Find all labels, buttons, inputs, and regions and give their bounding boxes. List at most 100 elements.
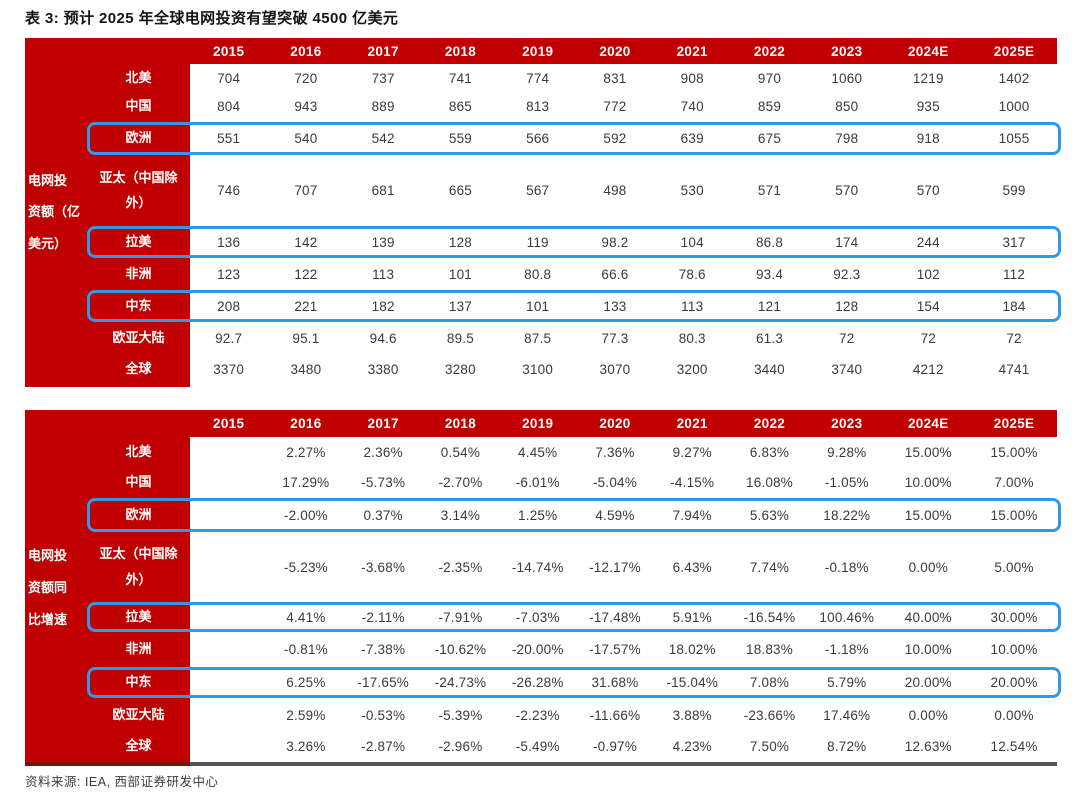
row-label-latin-america: 拉美 xyxy=(125,233,152,249)
cell-africa-2023: 92.3 xyxy=(833,266,861,282)
cell-apac-ex-china-2020: 498 xyxy=(603,183,627,198)
year-header-2015: 2015 xyxy=(213,416,245,431)
cell-latin-america-2015 xyxy=(190,600,267,634)
group-label-investment: 电网投 资额（亿 美元） xyxy=(28,172,81,252)
cell-latin-america-2019: -7.03% xyxy=(515,609,560,625)
cell-china-2024e: 10.00% xyxy=(904,474,952,490)
table-row-apac-ex-china: 亚太（中国除 外） -5.23% -3.68% -2.35% -14.74% -12.17%… xyxy=(25,534,1057,600)
row-label-apac-ex-china: 亚太（中国除 外） xyxy=(99,169,178,210)
table-row-africa: 非洲 -0.81% -7.38% -10.62% -20.00% -17.57% 18.02… xyxy=(25,634,1057,665)
cell-eurasia-2025e: 72 xyxy=(1006,330,1022,346)
cell-china-2017: 889 xyxy=(371,98,395,114)
cell-eurasia-2022: 61.3 xyxy=(755,330,784,346)
row-label-latin-america: 拉美 xyxy=(125,608,152,624)
cell-latin-america-2016: 142 xyxy=(294,234,318,250)
cell-latin-america-2025e: 317 xyxy=(1002,234,1026,250)
cell-apac-ex-china-2019: 567 xyxy=(526,183,550,198)
cell-europe-2020: 592 xyxy=(603,131,627,146)
year-header-2023: 2023 xyxy=(831,416,863,431)
cell-apac-ex-china-2018: -2.35% xyxy=(438,559,483,575)
cell-global-2024e: 12.63% xyxy=(904,738,952,754)
table-row-middle-east: 中东 208 221 182 137 101 133 113 121 128 154 184 xyxy=(25,288,1061,324)
cell-north-america-2016: 2.27% xyxy=(286,445,326,460)
year-header-2020: 2020 xyxy=(599,416,631,431)
group-column-cell xyxy=(25,352,87,387)
year-header-2017: 2017 xyxy=(367,43,399,59)
year-header-2018: 2018 xyxy=(444,43,477,59)
cell-eurasia-2021: 3.88% xyxy=(672,707,712,723)
cell-global-2017: 3380 xyxy=(367,362,399,377)
table-caption: 表 3: 预计 2025 年全球电网投资有望突破 4500 亿美元 xyxy=(25,10,399,27)
table-row-middle-east: 中东 6.25% -17.65% -24.73% -26.28% 31.68% -15.04… xyxy=(25,665,1061,700)
cell-latin-america-2022: -16.54% xyxy=(743,609,796,625)
cell-eurasia-2021: 80.3 xyxy=(678,330,706,346)
cell-africa-2024e: 102 xyxy=(916,266,940,282)
year-header-2021: 2021 xyxy=(676,416,708,431)
row-label-global: 全球 xyxy=(125,737,152,753)
cell-apac-ex-china-2016: 707 xyxy=(294,183,318,198)
cell-middle-east-2023: 5.79% xyxy=(827,675,867,690)
cell-global-2021: 3200 xyxy=(676,362,708,377)
cell-middle-east-2017: -17.65% xyxy=(357,675,409,690)
year-header-2021: 2021 xyxy=(676,43,708,59)
source-note: 资料来源: IEA, 西部证券研发中心 xyxy=(25,775,219,789)
year-header-2019: 2019 xyxy=(522,416,554,431)
cell-china-2025e: 1000 xyxy=(998,98,1030,114)
row-label-north-america: 北美 xyxy=(125,444,152,460)
cell-latin-america-2021: 5.91% xyxy=(672,609,712,625)
cell-global-2020: -0.97% xyxy=(592,738,637,754)
cell-apac-ex-china-2018: 665 xyxy=(448,183,472,198)
cell-china-2020: 772 xyxy=(603,98,627,114)
row-label-europe: 欧洲 xyxy=(125,130,152,146)
table-row-africa: 非洲 123 122 113 101 80.8 66.6 78.6 93.4 92.3 102 112 xyxy=(25,260,1057,288)
cell-latin-america-2024e: 40.00% xyxy=(904,609,952,625)
cell-middle-east-2018: -24.73% xyxy=(434,675,487,690)
table-row-china: 中国 17.29% -5.73% -2.70% -6.01% -5.04% -4.15% 16… xyxy=(25,468,1057,496)
cell-north-america-2015 xyxy=(190,437,267,468)
cell-middle-east-2016: 6.25% xyxy=(286,675,326,690)
cell-middle-east-2020: 133 xyxy=(603,298,627,314)
cell-north-america-2025e: 1402 xyxy=(998,70,1030,86)
year-header-2017: 2017 xyxy=(367,416,399,431)
cell-africa-2021: 18.02% xyxy=(668,642,716,657)
cell-north-america-2023: 9.28% xyxy=(827,445,867,460)
grid-investment-table: 2015 2016 2017 2018 2019 2020 2021 2022 2023 2024… xyxy=(25,38,1061,387)
year-header-2024e: 2024E xyxy=(908,416,949,431)
cell-europe-2021: 639 xyxy=(680,131,704,146)
table-row-europe: 欧洲 551 540 542 559 566 592 639 675 798 918 1055 xyxy=(25,120,1061,157)
table-row-north-america: 北美 2.27% 2.36% 0.54% 4.45% 7.36% 9.27% 6.83% 9.2… xyxy=(25,437,1057,468)
cell-europe-2018: 3.14% xyxy=(440,507,481,523)
cell-global-2022: 3440 xyxy=(754,362,785,377)
cell-latin-america-2015: 136 xyxy=(217,234,241,250)
cell-africa-2016: -0.81% xyxy=(283,642,328,657)
cell-africa-2021: 78.6 xyxy=(678,266,706,282)
cell-eurasia-2023: 17.46% xyxy=(823,707,871,723)
row-label-africa: 非洲 xyxy=(125,641,152,657)
cell-eurasia-2024e: 72 xyxy=(920,330,936,346)
cell-global-2017: -2.87% xyxy=(361,738,406,754)
cell-global-2021: 4.23% xyxy=(672,738,712,754)
cell-apac-ex-china-2021: 6.43% xyxy=(672,559,712,575)
cell-africa-2018: -10.62% xyxy=(434,642,487,657)
cell-north-america-2024e: 1219 xyxy=(912,70,944,86)
cell-global-2023: 3740 xyxy=(831,362,863,377)
cell-latin-america-2019: 119 xyxy=(526,234,549,250)
year-header-row: 2015 2016 2017 2018 2019 2020 2021 2022 2023 2024… xyxy=(25,38,1057,64)
row-label-china: 中国 xyxy=(125,473,152,489)
cell-apac-ex-china-2022: 7.74% xyxy=(749,559,790,575)
row-label-north-america: 北美 xyxy=(125,69,152,85)
cell-eurasia-2020: -11.66% xyxy=(589,707,641,723)
cell-china-2016: 943 xyxy=(294,98,318,114)
cell-europe-2023: 18.22% xyxy=(823,507,871,523)
group-column-cell xyxy=(25,260,87,288)
cell-eurasia-2025e: 0.00% xyxy=(994,707,1034,723)
table-row-north-america: 北美 704 720 737 741 774 831 908 970 1060 1219 1402 xyxy=(25,64,1057,92)
group-column-cell xyxy=(25,324,87,352)
cell-europe-2019: 566 xyxy=(526,131,550,146)
cell-china-2022: 859 xyxy=(757,98,782,114)
cell-eurasia-2016: 2.59% xyxy=(286,707,326,723)
cell-china-2018: -2.70% xyxy=(438,474,483,490)
cell-north-america-2021: 908 xyxy=(680,70,704,86)
cell-europe-2025e: 1055 xyxy=(998,131,1030,146)
cell-middle-east-2017: 182 xyxy=(371,298,395,314)
